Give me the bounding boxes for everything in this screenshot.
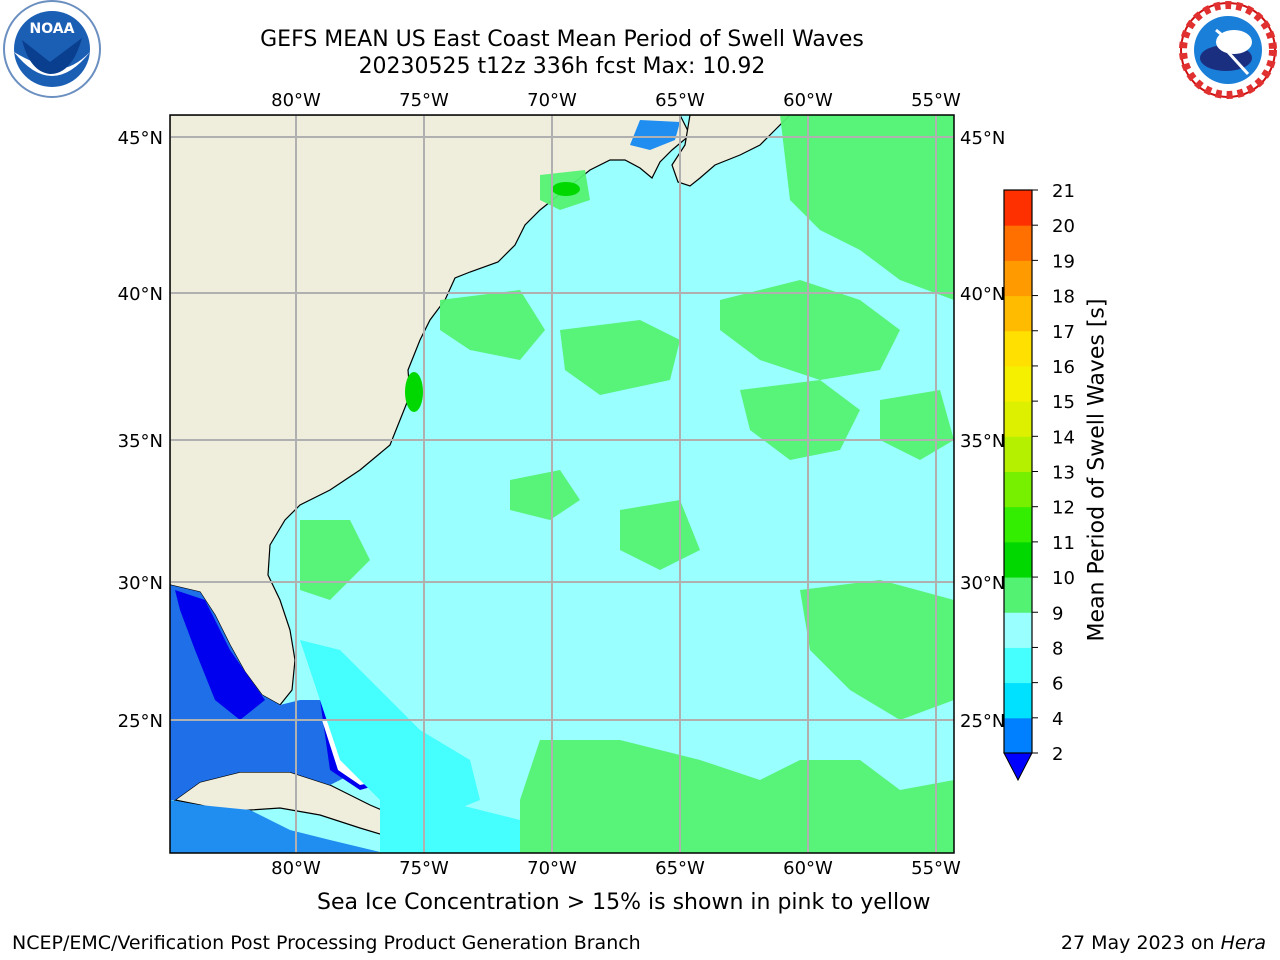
colorbar-segment [1004,471,1032,508]
colorbar-segment [1004,260,1032,297]
colorbar-segment [1004,401,1032,437]
colorbar-segment [1004,577,1032,613]
lat-tick-right: 35°N [960,431,1005,452]
chart-subtitle: 20230525 t12z 336h fcst Max: 10.92 [358,54,766,79]
lat-tick-left: 40°N [118,284,163,305]
swell-patch-green [780,115,954,300]
credit-text: NCEP/EMC/Verification Post Processing Pr… [12,932,641,954]
lon-tick-top: 70°W [527,90,577,111]
colorbar [1003,189,1038,782]
lat-tick-right: 45°N [960,128,1005,149]
colorbar-segment [1004,612,1032,648]
gulf-deep-blue [175,590,265,720]
lon-tick-bottom: 75°W [399,858,449,879]
swell-patch-green [560,320,680,395]
lat-tick-right: 30°N [960,573,1005,594]
sea-ice-note: Sea Ice Concentration > 15% is shown in … [317,890,931,915]
lat-tick-left: 25°N [118,711,163,732]
lon-tick-bottom: 80°W [271,858,321,879]
svg-text:NOAA: NOAA [30,21,75,37]
lon-tick-bottom: 70°W [527,858,577,879]
lon-tick-bottom: 60°W [783,858,833,879]
swell-patch-green [800,580,954,720]
colorbar-segment [1004,190,1032,226]
swell-patch-dark-green [552,182,580,196]
map-frame [169,114,955,854]
colorbar-tick-label: 14 [1052,427,1075,448]
colorbar-tick-label: 17 [1052,322,1075,343]
colorbar-tick-label: 8 [1052,638,1063,659]
bay-of-fundy [630,120,680,150]
colorbar-segment [1004,541,1032,578]
lat-tick-left: 35°N [118,431,163,452]
lon-tick-top: 80°W [271,90,321,111]
colorbar-tick-label: 9 [1052,603,1063,624]
map-body [170,115,954,853]
nws-logo [1179,1,1277,99]
colorbar-tick-label: 11 [1052,533,1075,554]
colorbar-tick-label: 13 [1052,463,1075,484]
colorbar-segment [1004,506,1032,543]
noaa-logo: NOAA [3,0,101,98]
land-canada [671,115,791,187]
lat-tick-right: 25°N [960,711,1005,732]
colorbar-segment [1004,717,1032,754]
lon-tick-top: 60°W [783,90,833,111]
colorbar-tick-label: 12 [1052,498,1075,519]
colorbar-tick-label: 10 [1052,568,1075,589]
lon-tick-top: 55°W [911,90,961,111]
colorbar-tick-label: 20 [1052,216,1075,237]
colorbar-segment [1004,330,1032,367]
colorbar-under-arrow [1003,752,1033,782]
bahamas-cyan [300,640,480,820]
colorbar-tick-label: 16 [1052,357,1075,378]
swell-patch-green [440,290,545,360]
colorbar-tick-label: 15 [1052,392,1075,413]
south-cyan [380,800,520,853]
lat-tick-left: 45°N [118,128,163,149]
caribbean-blue [170,800,380,853]
lon-tick-bottom: 55°W [911,858,961,879]
colorbar-segment [1004,436,1032,472]
colorbar-label: Mean Period of Swell Waves [s] [1084,298,1110,642]
colorbar-segment [1004,365,1032,402]
colorbar-tick-label: 21 [1052,181,1075,202]
swell-patch-green [510,470,580,520]
colorbar-segment [1004,295,1032,332]
map-plot [169,114,955,854]
lon-tick-bottom: 65°W [655,858,705,879]
lon-tick-top: 65°W [655,90,705,111]
swell-patch-green [300,520,370,600]
colorbar-tick-label: 19 [1052,251,1075,272]
swell-patch-green [720,280,900,380]
swell-patch-dark-green [405,372,423,412]
colorbar-segment [1004,647,1032,684]
date-text: 27 May 2023 on Hera [1060,932,1266,954]
lon-tick-top: 75°W [399,90,449,111]
swell-patch-green [520,740,954,853]
colorbar-tick-label: 18 [1052,287,1075,308]
colorbar-segment [1004,682,1032,719]
colorbar-segment [1004,225,1032,261]
colorbar-tick-label: 2 [1052,744,1063,765]
colorbar-tick-label: 4 [1052,709,1063,730]
colorbar-tick-label: 6 [1052,674,1063,695]
lat-tick-left: 30°N [118,573,163,594]
chart-title: GEFS MEAN US East Coast Mean Period of S… [260,27,864,52]
lat-tick-right: 40°N [960,284,1005,305]
